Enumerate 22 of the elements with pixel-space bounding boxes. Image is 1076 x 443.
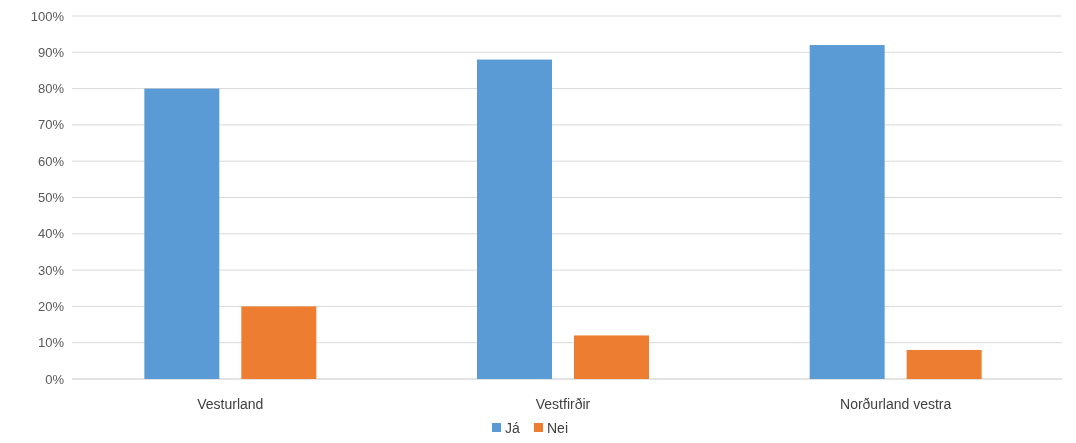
y-tick-label: 80% xyxy=(37,81,65,97)
bar xyxy=(809,45,885,379)
bar xyxy=(574,335,649,379)
x-tick-label: Vesturland xyxy=(197,396,264,412)
y-tick-label: 20% xyxy=(37,298,65,314)
y-tick-label: 50% xyxy=(37,190,65,206)
y-tick-label: 100% xyxy=(30,8,65,24)
y-tick-label: 30% xyxy=(37,262,65,278)
y-tick-label: 60% xyxy=(37,153,65,169)
legend-label: Já xyxy=(505,420,520,436)
y-tick-label: 10% xyxy=(37,335,65,351)
bar xyxy=(477,59,552,379)
bar xyxy=(241,306,317,379)
y-tick-label: 0% xyxy=(45,371,65,387)
y-tick-label: 90% xyxy=(37,44,65,60)
y-tick-label: 40% xyxy=(37,226,65,242)
legend-label: Nei xyxy=(547,420,569,436)
bar xyxy=(906,349,982,379)
y-tick-label: 70% xyxy=(37,117,65,133)
x-tick-label: Vestfirðir xyxy=(535,396,591,412)
bar xyxy=(144,88,220,379)
x-tick-label: Norðurland vestra xyxy=(840,396,952,412)
